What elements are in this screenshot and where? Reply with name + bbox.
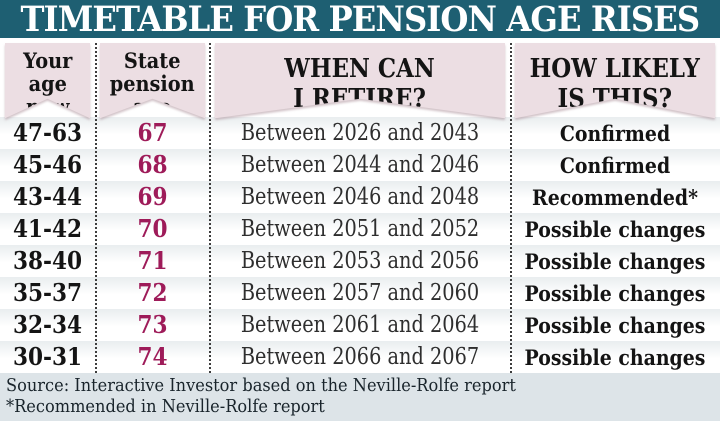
header-label-age-now: Your age now [22, 48, 73, 120]
age-now-cell: 35-37 [12, 278, 83, 307]
table-row: 47-63 67 Between 2026 and 2043 Confirmed [0, 117, 720, 149]
age-now-cell: 38-40 [12, 246, 83, 275]
header-banner: WHEN CAN I RETIRE? [215, 43, 505, 119]
likelihood-cell: Possible changes [524, 216, 706, 242]
retire-range-cell: Between 2057 and 2060 [240, 279, 480, 306]
likelihood-cell: Possible changes [524, 344, 706, 370]
pension-age-cell: 69 [137, 182, 168, 211]
table-row: 41-42 70 Between 2051 and 2052 Possible … [0, 213, 720, 245]
pension-age-cell: 72 [137, 278, 168, 307]
retire-range-cell: Between 2044 and 2046 [240, 151, 480, 178]
pension-age-cell: 73 [137, 310, 168, 339]
header-label-retire: WHEN CAN I RETIRE? [284, 54, 436, 114]
pension-age-cell: 74 [137, 342, 168, 371]
retire-range-cell: Between 2046 and 2048 [240, 183, 480, 210]
header-cell-pension-age: State pension age [95, 43, 210, 120]
header-banner: HOW LIKELY IS THIS? [515, 43, 715, 119]
table-row: 45-46 68 Between 2044 and 2046 Confirmed [0, 149, 720, 181]
age-now-cell: 30-31 [12, 342, 83, 371]
column-divider-2 [209, 43, 211, 373]
retire-range-cell: Between 2051 and 2052 [240, 215, 480, 242]
header-banner: Your age now [5, 43, 90, 120]
likelihood-cell: Possible changes [524, 248, 706, 274]
table-row: 35-37 72 Between 2057 and 2060 Possible … [0, 277, 720, 309]
column-divider-3 [510, 43, 512, 373]
table-header-row: Your age now State pension age WHEN CAN … [0, 43, 720, 120]
title-bar: TIMETABLE FOR PENSION AGE RISES [0, 0, 720, 38]
footnote-line: *Recommended in Neville-Rolfe report [6, 396, 325, 417]
retire-range-cell: Between 2026 and 2043 [240, 119, 480, 146]
pension-age-cell: 71 [137, 246, 168, 275]
pension-age-cell: 67 [137, 118, 168, 147]
page-title: TIMETABLE FOR PENSION AGE RISES [20, 0, 701, 38]
table-row: 43-44 69 Between 2046 and 2048 Recommend… [0, 181, 720, 213]
retire-range-cell: Between 2061 and 2064 [240, 311, 480, 338]
header-cell-retire: WHEN CAN I RETIRE? [210, 43, 510, 119]
table-row: 32-34 73 Between 2061 and 2064 Possible … [0, 309, 720, 341]
table-row: 30-31 74 Between 2066 and 2067 Possible … [0, 341, 720, 373]
age-now-cell: 47-63 [12, 118, 83, 147]
table-row: 38-40 71 Between 2053 and 2056 Possible … [0, 245, 720, 277]
age-now-cell: 43-44 [12, 182, 83, 211]
age-now-cell: 45-46 [12, 150, 83, 179]
column-divider-1 [95, 43, 97, 373]
source-line: Source: Interactive Investor based on th… [6, 375, 516, 396]
retire-range-cell: Between 2066 and 2067 [240, 343, 480, 370]
age-now-cell: 41-42 [12, 214, 83, 243]
pension-age-cell: 68 [137, 150, 168, 179]
age-now-cell: 32-34 [12, 310, 83, 339]
likelihood-cell: Confirmed [559, 152, 671, 178]
source-footer: Source: Interactive Investor based on th… [0, 373, 720, 421]
header-banner: State pension age [100, 43, 205, 120]
header-cell-age-now: Your age now [0, 43, 95, 120]
header-cell-likelihood: HOW LIKELY IS THIS? [510, 43, 720, 119]
header-label-likelihood: HOW LIKELY IS THIS? [529, 54, 701, 114]
pension-age-cell: 70 [137, 214, 168, 243]
likelihood-cell: Recommended* [532, 184, 698, 210]
header-label-pension-age: State pension age [109, 48, 195, 120]
likelihood-cell: Confirmed [559, 120, 671, 146]
likelihood-cell: Possible changes [524, 280, 706, 306]
pension-table: Your age now State pension age WHEN CAN … [0, 38, 720, 373]
retire-range-cell: Between 2053 and 2056 [240, 247, 480, 274]
likelihood-cell: Possible changes [524, 312, 706, 338]
